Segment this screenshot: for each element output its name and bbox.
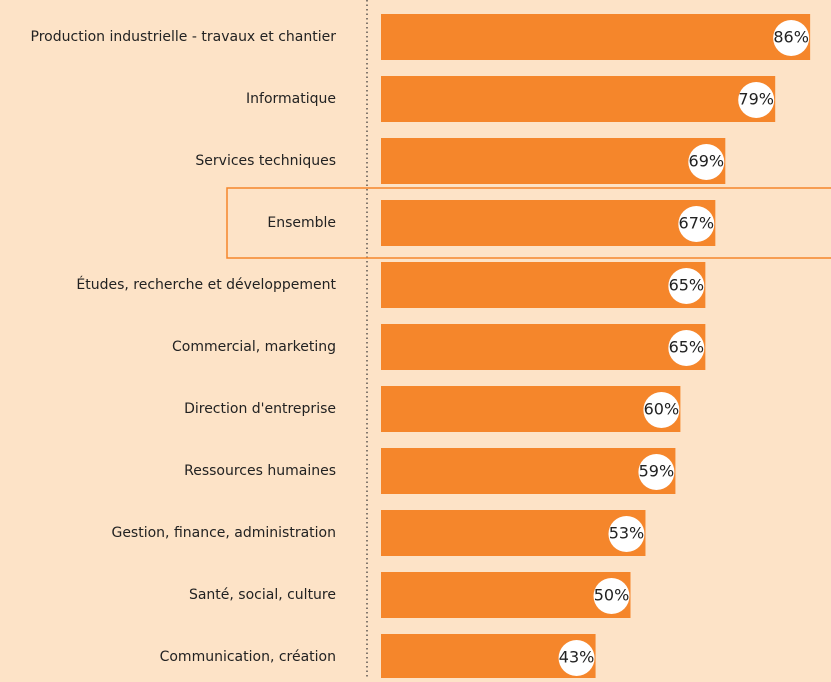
value-label: 50%	[594, 586, 630, 605]
category-label: Santé, social, culture	[189, 587, 336, 603]
category-label: Ressources humaines	[184, 463, 336, 479]
value-badge	[738, 82, 775, 118]
bar	[381, 386, 681, 432]
value-badge	[668, 268, 705, 304]
category-label: Gestion, finance, administration	[111, 525, 336, 541]
bar	[381, 510, 646, 556]
bar	[381, 262, 706, 308]
bar	[381, 572, 631, 618]
category-label: Ensemble	[267, 215, 336, 231]
value-label: 65%	[669, 338, 705, 357]
bar	[381, 76, 776, 122]
category-label: Services techniques	[195, 153, 336, 169]
value-label: 53%	[609, 524, 645, 543]
value-label: 43%	[559, 648, 595, 667]
value-label: 79%	[738, 90, 774, 109]
bar	[381, 14, 811, 60]
value-badge	[558, 640, 595, 676]
category-label: Communication, création	[160, 649, 336, 665]
bar	[381, 200, 716, 246]
value-label: 60%	[644, 400, 680, 419]
bar	[381, 138, 726, 184]
category-label: Production industrielle - travaux et cha…	[31, 29, 337, 45]
value-badge	[608, 516, 645, 552]
category-label: Commercial, marketing	[172, 339, 336, 355]
value-badge	[643, 392, 680, 428]
category-label: Direction d'entreprise	[184, 401, 336, 417]
value-badge	[668, 330, 705, 366]
value-badge	[773, 20, 810, 56]
value-label: 86%	[773, 28, 809, 47]
bar	[381, 324, 706, 370]
value-badge	[678, 206, 715, 242]
value-label: 69%	[689, 152, 725, 171]
value-badge	[593, 578, 630, 614]
value-badge	[638, 454, 675, 490]
value-label: 65%	[669, 276, 705, 295]
value-label: 59%	[639, 462, 675, 481]
category-label: Informatique	[246, 91, 336, 107]
highlight-box	[226, 187, 831, 259]
category-label: Études, recherche et développement	[76, 276, 336, 293]
value-badge	[688, 144, 725, 180]
value-label: 67%	[679, 214, 715, 233]
bar	[381, 448, 676, 494]
